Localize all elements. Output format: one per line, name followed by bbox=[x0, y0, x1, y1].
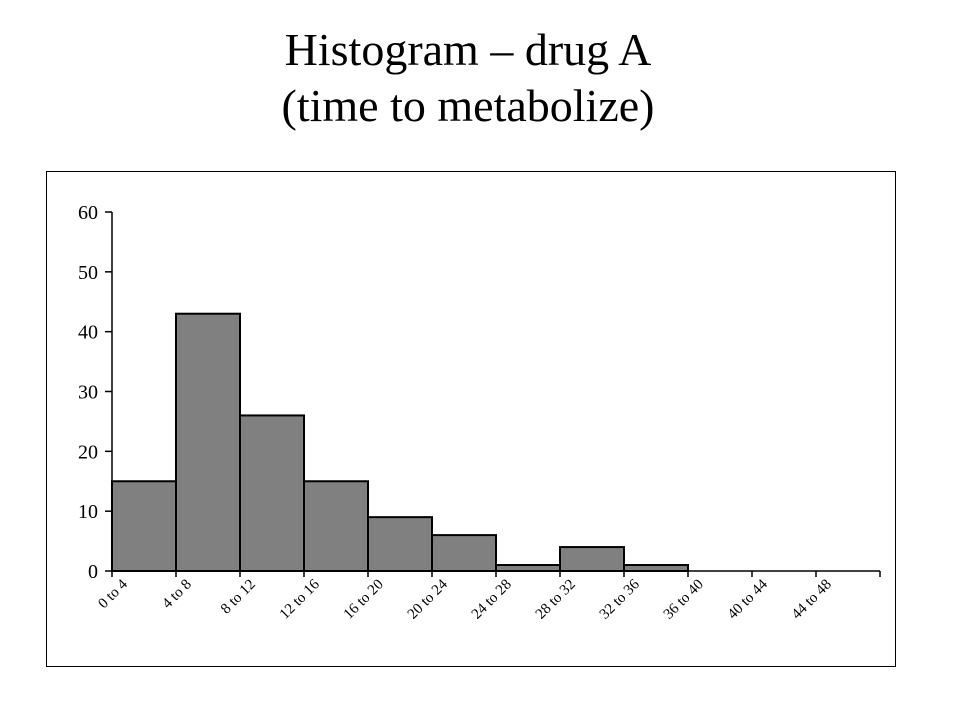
bar-3 bbox=[303, 480, 369, 572]
y-tick-label-40: 40 bbox=[78, 322, 98, 344]
y-tick-label-50: 50 bbox=[78, 262, 98, 284]
x-category-label-2: 8 to 12 bbox=[218, 577, 259, 618]
bar-2 bbox=[239, 414, 305, 572]
x-category-label-7: 28 to 32 bbox=[533, 577, 579, 623]
y-tick-label-0: 0 bbox=[88, 561, 98, 583]
bar-4 bbox=[367, 516, 433, 573]
bar-0 bbox=[111, 480, 177, 572]
bars-group bbox=[111, 312, 689, 573]
bar-5 bbox=[431, 534, 497, 572]
x-category-label-5: 20 to 24 bbox=[405, 576, 451, 622]
chart-title: Histogram – drug A (time to metabolize) bbox=[0, 22, 936, 134]
x-category-label-0: 0 to 4 bbox=[95, 576, 131, 612]
x-category-label-9: 36 to 40 bbox=[661, 577, 707, 623]
y-tick-label-20: 20 bbox=[78, 441, 98, 463]
bar-1 bbox=[175, 312, 241, 572]
x-category-label-6: 24 to 28 bbox=[469, 577, 515, 623]
x-category-label-8: 32 to 36 bbox=[597, 576, 643, 622]
x-category-label-11: 44 to 48 bbox=[789, 577, 835, 623]
y-tick-label-30: 30 bbox=[78, 382, 98, 404]
y-tick-label-60: 60 bbox=[78, 202, 98, 224]
x-category-label-1: 4 to 8 bbox=[159, 577, 194, 612]
x-category-label-4: 16 to 20 bbox=[341, 577, 387, 623]
y-tick-label-10: 10 bbox=[78, 501, 98, 523]
x-category-label-10: 40 to 44 bbox=[725, 576, 771, 622]
chart-title-line-2: (time to metabolize) bbox=[281, 80, 655, 131]
bar-7 bbox=[559, 546, 625, 572]
chart-frame bbox=[46, 171, 896, 667]
chart-title-line-1: Histogram – drug A bbox=[284, 24, 652, 75]
x-category-label-3: 12 to 16 bbox=[277, 576, 323, 622]
bar-6 bbox=[495, 564, 561, 572]
bar-8 bbox=[623, 564, 689, 572]
